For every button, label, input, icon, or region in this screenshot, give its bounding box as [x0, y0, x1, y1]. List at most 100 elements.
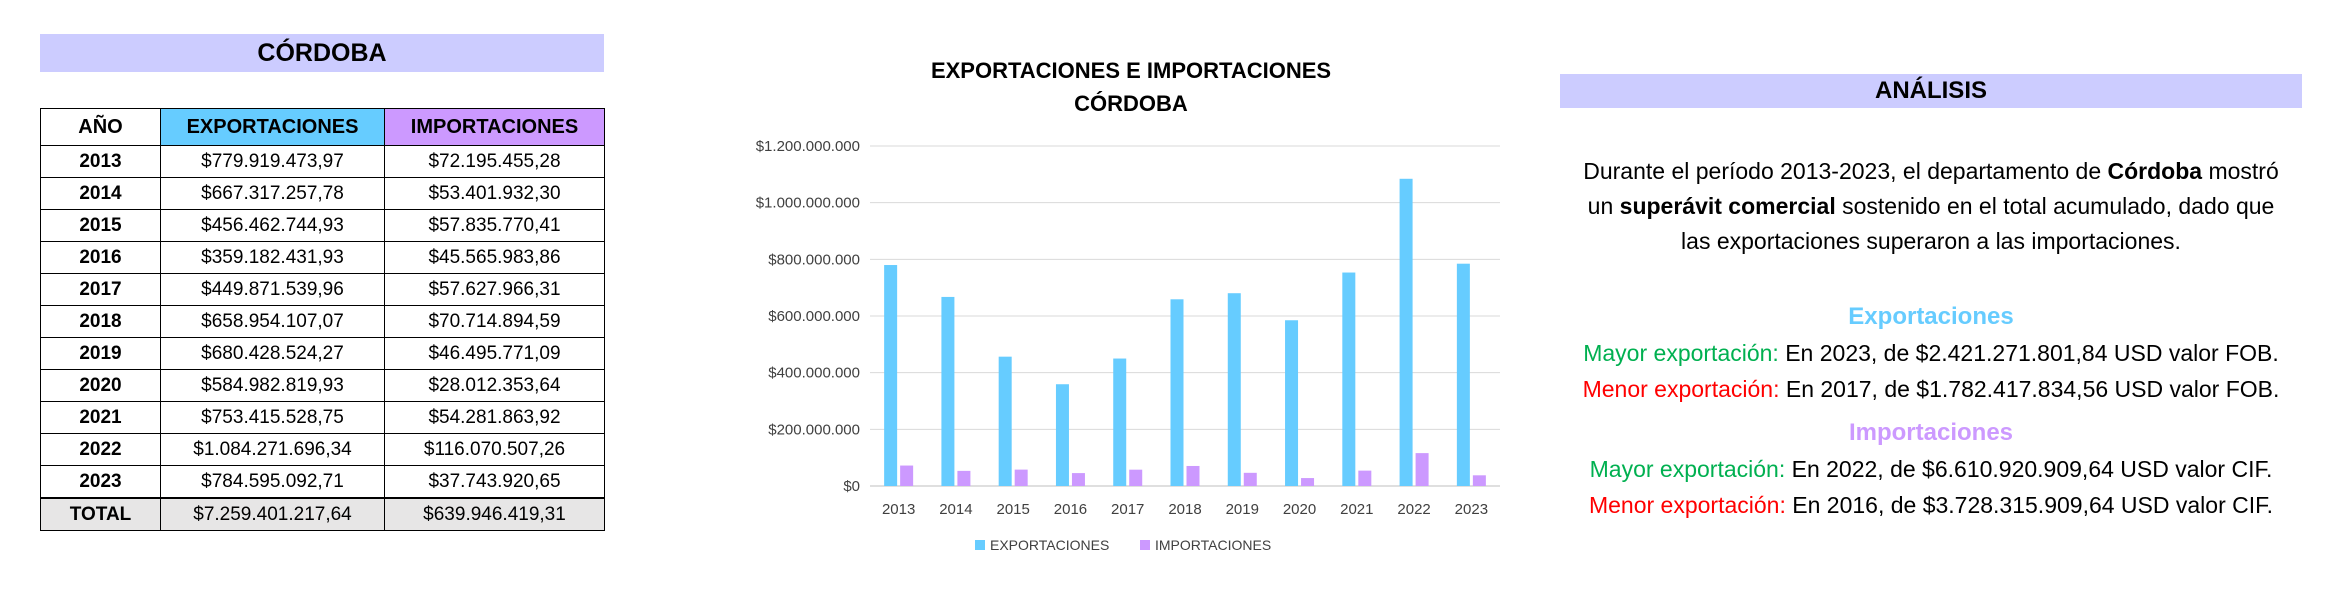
x-tick-label: 2017 [1111, 501, 1144, 518]
y-tick-label: $800.000.000 [768, 251, 860, 268]
analysis-banner: ANÁLISIS [1560, 74, 2302, 108]
bar-exportaciones [1113, 358, 1127, 486]
exportaciones-cell: $658.954.107,07 [160, 305, 385, 338]
analysis-text-c: mostró un [1587, 158, 2279, 219]
bar-importaciones [1415, 453, 1429, 486]
year-cell: 2022 [40, 433, 161, 466]
importaciones-cell: $70.714.894,59 [384, 305, 605, 338]
chart-legend: EXPORTACIONES IMPORTACIONES [975, 537, 1271, 553]
exportaciones-cell: $359.182.431,93 [160, 241, 385, 274]
exportaciones-cell: $753.415.528,75 [160, 401, 385, 434]
year-cell: 2014 [40, 177, 161, 210]
table-total-row: TOTAL $7.259.401.217,64 $639.946.419,31 [40, 497, 605, 531]
bar-importaciones [957, 470, 971, 486]
chart-title-line-1: EXPORTACIONES E IMPORTACIONES [931, 58, 1331, 83]
x-tick-label: 2018 [1168, 501, 1201, 518]
table-panel: CÓRDOBA AÑO EXPORTACIONES IMPORTACIONES … [40, 34, 605, 531]
exportaciones-cell: $779.919.473,97 [160, 145, 385, 178]
department-banner: CÓRDOBA [40, 34, 604, 72]
analysis-department-name: Córdoba [2107, 158, 2203, 184]
exp-menor-label: Menor exportación: [1582, 376, 1780, 402]
table-row: 2016 $359.182.431,93 $45.565.983,86 [40, 241, 605, 274]
table-row: 2022 $1.084.271.696,34 $116.070.507,26 [40, 433, 605, 466]
exportaciones-cell: $456.462.744,93 [160, 209, 385, 242]
x-tick-label: 2019 [1226, 501, 1259, 518]
bar-exportaciones [998, 356, 1012, 486]
imp-menor-label: Menor exportación: [1588, 492, 1786, 518]
legend-label: EXPORTACIONES [990, 537, 1109, 553]
importaciones-cell: $37.743.920,65 [384, 465, 605, 499]
importaciones-heading: Importaciones [1848, 419, 2014, 446]
importaciones-cell: $46.495.771,09 [384, 337, 605, 370]
exp-menor-line: Menor exportación: En 2017, de $1.782.41… [1560, 371, 2302, 407]
x-tick-label: 2021 [1340, 501, 1373, 518]
legend-label: IMPORTACIONES [1155, 537, 1271, 553]
exportaciones-cell: $784.595.092,71 [160, 465, 385, 499]
bar-importaciones [1358, 470, 1372, 486]
bar-chart: EXPORTACIONES E IMPORTACIONES CÓRDOBA $0… [756, 58, 1500, 553]
header-exportaciones: EXPORTACIONES [160, 108, 385, 146]
bar-importaciones [900, 465, 914, 486]
chart-axes: $0 $200.000.000 $400.000.000 $600.000.000 $8… [756, 138, 1488, 518]
exp-menor-text: En 2017, de $1.782.417.834,56 USD valor … [1779, 376, 2280, 402]
x-tick-label: 2014 [939, 501, 972, 518]
analysis-paragraph: Durante el período 2013-2023, el departa… [1560, 154, 2302, 259]
imp-menor-text: En 2016, de $3.728.315.909,64 USD valor … [1785, 492, 2274, 518]
trade-table: AÑO EXPORTACIONES IMPORTACIONES 2013 $779… [40, 108, 605, 531]
chart-panel: EXPORTACIONES E IMPORTACIONES CÓRDOBA $0… [720, 50, 1510, 580]
chart-bars [884, 178, 1486, 487]
x-tick-label: 2023 [1455, 501, 1488, 518]
exp-mayor-text: En 2023, de $2.421.271.801,84 USD valor … [1778, 340, 2279, 366]
table-row: 2021 $753.415.528,75 $54.281.863,92 [40, 401, 605, 434]
total-importaciones-cell: $639.946.419,31 [384, 497, 605, 531]
bar-importaciones [1243, 472, 1257, 486]
legend-swatch [975, 540, 985, 550]
year-cell: 2023 [40, 465, 161, 499]
year-cell: 2020 [40, 369, 161, 402]
year-cell: 2015 [40, 209, 161, 242]
importaciones-cell: $57.835.770,41 [384, 209, 605, 242]
bar-exportaciones [941, 296, 955, 486]
exportaciones-heading: Exportaciones [1848, 303, 2014, 330]
table-row: 2018 $658.954.107,07 $70.714.894,59 [40, 305, 605, 338]
year-cell: 2019 [40, 337, 161, 370]
y-tick-label: $1.200.000.000 [756, 138, 860, 155]
bar-importaciones [1071, 473, 1085, 486]
table-row: 2023 $784.595.092,71 $37.743.920,65 [40, 465, 605, 499]
y-tick-label: $0 [843, 478, 860, 495]
bar-exportaciones [1227, 293, 1241, 486]
importaciones-cell: $28.012.353,64 [384, 369, 605, 402]
bar-importaciones [1301, 478, 1315, 486]
imp-mayor-label: Mayor exportación: [1589, 456, 1786, 482]
imp-menor-line: Menor exportación: En 2016, de $3.728.31… [1560, 487, 2302, 523]
imp-mayor-text: En 2022, de $6.610.920.909,64 USD valor … [1785, 456, 2273, 482]
exportaciones-cell: $680.428.524,27 [160, 337, 385, 370]
year-cell: 2013 [40, 145, 161, 178]
y-tick-label: $600.000.000 [768, 308, 860, 325]
table-body: 2013 $779.919.473,97 $72.195.455,28 2014 $66… [40, 145, 605, 531]
header-year: AÑO [40, 108, 161, 146]
analysis-text-e: sostenido en el total acumulado, dado qu… [1681, 193, 2275, 254]
table-row: 2017 $449.871.539,96 $57.627.966,31 [40, 273, 605, 306]
imp-mayor-line: Mayor exportación: En 2022, de $6.610.92… [1560, 451, 2302, 487]
bar-importaciones [1014, 469, 1028, 486]
table-row: 2013 $779.919.473,97 $72.195.455,28 [40, 145, 605, 178]
importaciones-cell: $72.195.455,28 [384, 145, 605, 178]
bar-exportaciones [1342, 272, 1356, 486]
y-tick-label: $200.000.000 [768, 421, 860, 438]
importaciones-cell: $116.070.507,26 [384, 433, 605, 466]
bar-exportaciones [1285, 320, 1299, 486]
year-cell: 2021 [40, 401, 161, 434]
analysis-superavit: superávit comercial [1619, 193, 1836, 219]
exp-mayor-line: Mayor exportación: En 2023, de $2.421.27… [1560, 335, 2302, 371]
legend-swatch [1140, 540, 1150, 550]
bar-exportaciones [1055, 384, 1069, 486]
y-tick-label: $400.000.000 [768, 365, 860, 382]
analysis-text-a: Durante el período 2013-2023, el departa… [1583, 158, 2108, 184]
chart-title-line-2: CÓRDOBA [1074, 91, 1188, 116]
table-header-row: AÑO EXPORTACIONES IMPORTACIONES [40, 108, 605, 146]
bar-exportaciones [884, 265, 898, 486]
table-row: 2014 $667.317.257,78 $53.401.932,30 [40, 177, 605, 210]
year-cell: 2016 [40, 241, 161, 274]
chart-gridlines [870, 145, 1500, 487]
